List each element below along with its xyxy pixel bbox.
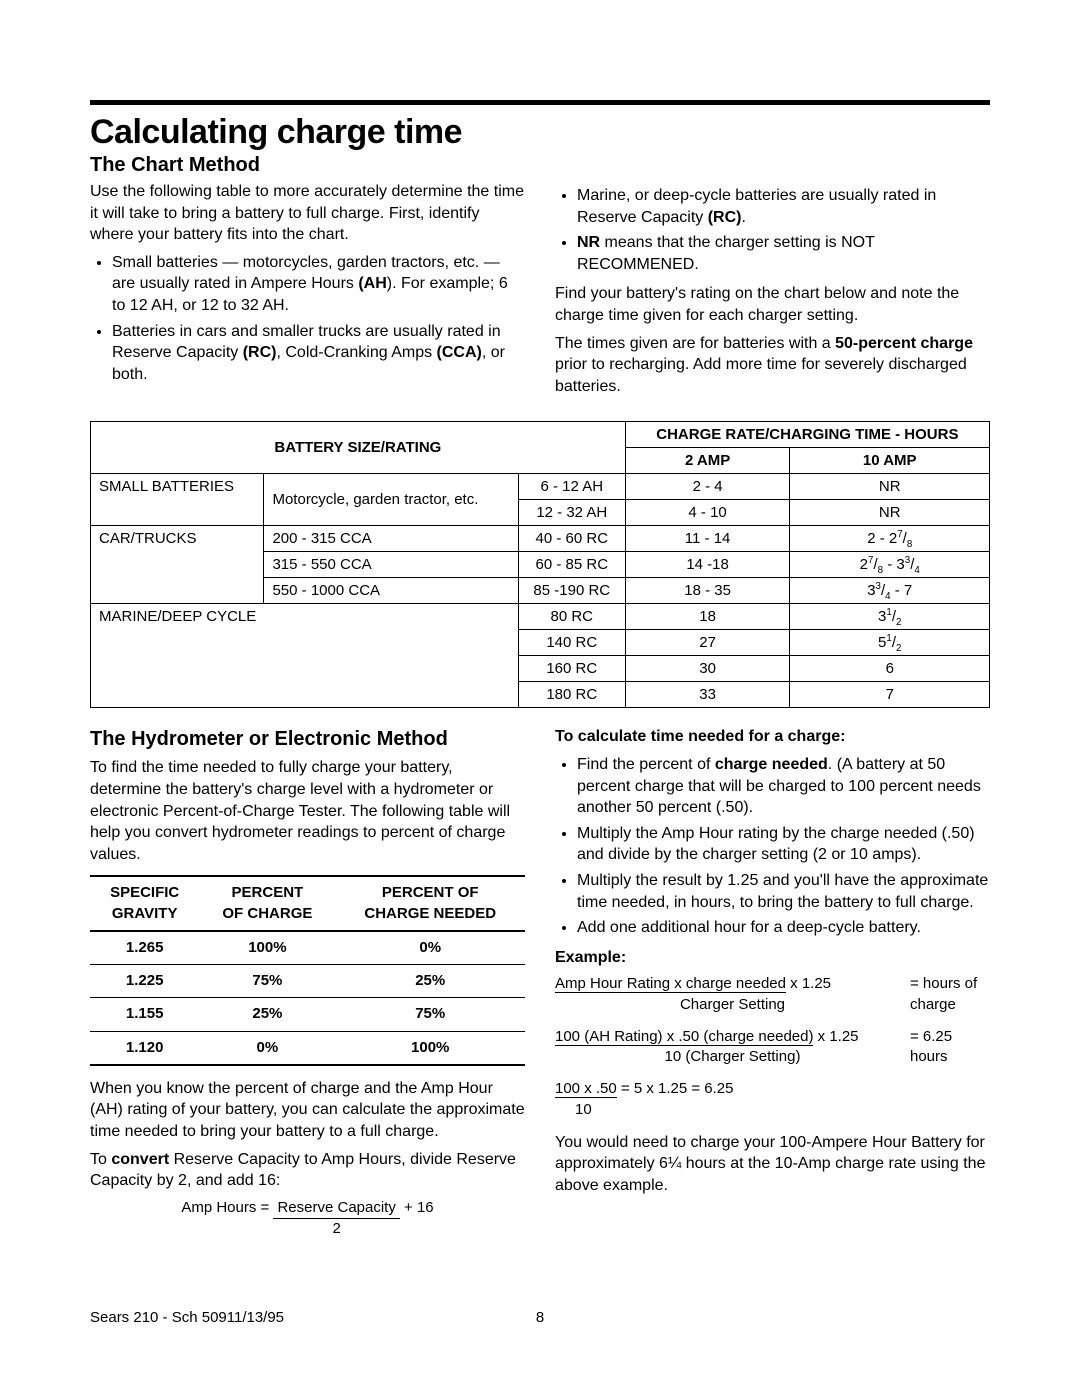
table-cell: 14 -18 [625, 552, 790, 578]
table-cell: 1.120 [90, 1031, 199, 1065]
table-cell: 51/2 [790, 630, 990, 656]
table-category: CAR/TRUCKS [91, 526, 264, 604]
table-category: SMALL BATTERIES [91, 474, 264, 526]
section-hydrometer: The Hydrometer or Electronic Method [90, 726, 525, 753]
table-cell: 75% [199, 965, 335, 998]
th-percent-charge: PERCENTOF CHARGE [199, 876, 335, 931]
th-specific-gravity: SPECIFICGRAVITY [90, 876, 199, 931]
table-cell: NR [790, 474, 990, 500]
table-cell: 33 [625, 682, 790, 708]
table-desc: 315 - 550 CCA [264, 552, 518, 578]
calc-head: To calculate time needed for a charge: [555, 726, 990, 748]
table-cell: 180 RC [518, 682, 625, 708]
list-item: Batteries in cars and smaller trucks are… [112, 321, 525, 386]
example-label: Example: [555, 947, 990, 969]
list-item: Small batteries — motorcycles, garden tr… [112, 252, 525, 317]
table-cell: 1.265 [90, 931, 199, 965]
intro-right: Marine, or deep-cycle batteries are usua… [555, 181, 990, 403]
list-item: Multiply the Amp Hour rating by the char… [577, 823, 990, 866]
page-title: Calculating charge time [90, 113, 990, 152]
table-cell: NR [790, 500, 990, 526]
table-desc: 550 - 1000 CCA [264, 578, 518, 604]
list-item: Find the percent of charge needed. (A ba… [577, 754, 990, 819]
right-p2: The times given are for batteries with a… [555, 333, 990, 398]
table-cell: 27/8 - 33/4 [790, 552, 990, 578]
table-cell: 160 RC [518, 656, 625, 682]
table-cell: 31/2 [790, 604, 990, 630]
th-percent-needed: PERCENT OFCHARGE NEEDED [335, 876, 525, 931]
table-cell: 6 - 12 AH [518, 474, 625, 500]
hydro-p: To find the time needed to fully charge … [90, 757, 525, 865]
table-cell: 2 - 27/8 [790, 526, 990, 552]
th-battery-size: BATTERY SIZE/RATING [91, 422, 626, 474]
table-desc: 200 - 315 CCA [264, 526, 518, 552]
table-cell: 2 - 4 [625, 474, 790, 500]
table-cell: 4 - 10 [625, 500, 790, 526]
page-number: 8 [536, 1309, 544, 1326]
table-cell: 33/4 - 7 [790, 578, 990, 604]
footer-code: Sears 210 - Sch 50911/13/95 [90, 1309, 284, 1326]
document-page: Calculating charge time The Chart Method… [0, 0, 1080, 1366]
list-item: Marine, or deep-cycle batteries are usua… [577, 185, 990, 228]
hydro-columns: The Hydrometer or Electronic Method To f… [90, 726, 990, 1249]
table-cell: 40 - 60 RC [518, 526, 625, 552]
table-cell: 1.225 [90, 965, 199, 998]
table-desc: Motorcycle, garden tractor, etc. [264, 474, 518, 526]
table-cell: 80 RC [518, 604, 625, 630]
top-rule [90, 100, 990, 105]
table-cell: 25% [335, 965, 525, 998]
table-cell: 18 - 35 [625, 578, 790, 604]
table-cell: 0% [199, 1031, 335, 1065]
table-cell: 30 [625, 656, 790, 682]
hydro-after-p: When you know the percent of charge and … [90, 1078, 525, 1143]
th-charge-rate: CHARGE RATE/CHARGING TIME - HOURS [625, 422, 989, 448]
list-item: NR means that the charger setting is NOT… [577, 232, 990, 275]
closing-p: You would need to charge your 100-Ampere… [555, 1132, 990, 1197]
table-cell: 11 - 14 [625, 526, 790, 552]
table-cell: 25% [199, 998, 335, 1031]
th-2amp: 2 AMP [625, 448, 790, 474]
table-cell: 1.155 [90, 998, 199, 1031]
hydro-left: The Hydrometer or Electronic Method To f… [90, 726, 525, 1249]
table-cell: 85 -190 RC [518, 578, 625, 604]
table-cell: 6 [790, 656, 990, 682]
intro-left: Use the following table to more accurate… [90, 181, 525, 403]
th-10amp: 10 AMP [790, 448, 990, 474]
intro-left-p: Use the following table to more accurate… [90, 181, 525, 246]
convert-p: To convert Reserve Capacity to Amp Hours… [90, 1149, 525, 1192]
table-cell: 0% [335, 931, 525, 965]
table-cell: 12 - 32 AH [518, 500, 625, 526]
example-3: 100 x .50 = 5 x 1.25 = 6.25 10 [555, 1079, 990, 1120]
table-cell: 100% [335, 1031, 525, 1065]
intro-columns: Use the following table to more accurate… [90, 181, 990, 403]
intro-right-list: Marine, or deep-cycle batteries are usua… [555, 185, 990, 275]
list-item: Multiply the result by 1.25 and you'll h… [577, 870, 990, 913]
example-1: Amp Hour Rating x charge needed x 1.25 C… [555, 974, 990, 1015]
table-cell: 75% [335, 998, 525, 1031]
table-cell: 18 [625, 604, 790, 630]
charge-time-table: BATTERY SIZE/RATING CHARGE RATE/CHARGING… [90, 421, 990, 708]
table-cell: 60 - 85 RC [518, 552, 625, 578]
calc-list: Find the percent of charge needed. (A ba… [555, 754, 990, 939]
list-item: Add one additional hour for a deep-cycle… [577, 917, 990, 939]
table-cell: 140 RC [518, 630, 625, 656]
intro-left-list: Small batteries — motorcycles, garden tr… [90, 252, 525, 386]
table-cell: 100% [199, 931, 335, 965]
table-category: MARINE/DEEP CYCLE [91, 604, 519, 708]
hydro-right: To calculate time needed for a charge: F… [555, 726, 990, 1249]
table-cell: 7 [790, 682, 990, 708]
table-cell: 27 [625, 630, 790, 656]
example-2: 100 (AH Rating) x .50 (charge needed) x … [555, 1027, 990, 1068]
section-chart-method: The Chart Method [90, 154, 990, 177]
right-p1: Find your battery's rating on the chart … [555, 283, 990, 326]
amp-hours-formula: Amp Hours = Reserve Capacity2 + 16 [90, 1198, 525, 1240]
hydrometer-table: SPECIFICGRAVITY PERCENTOF CHARGE PERCENT… [90, 875, 525, 1066]
page-footer: Sears 210 - Sch 50911/13/95 8 [90, 1309, 990, 1326]
